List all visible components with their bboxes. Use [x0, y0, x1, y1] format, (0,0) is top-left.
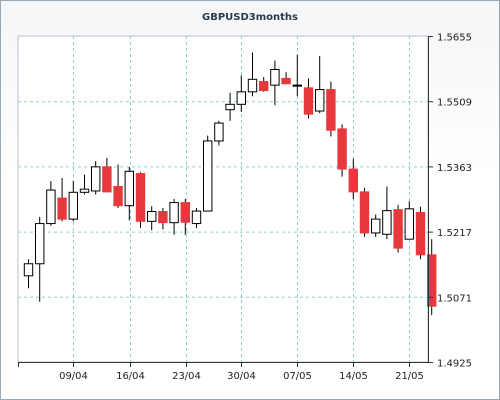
candle: [359, 187, 370, 237]
x-tick-label: 09/04: [59, 371, 88, 382]
candle: [180, 199, 191, 235]
candle-body-up: [371, 218, 381, 234]
x-tick-label: 16/04: [116, 371, 145, 382]
chart-title: GBPUSD3months: [202, 12, 298, 23]
candle-body-down: [158, 211, 168, 224]
candle: [382, 186, 392, 240]
candle: [147, 206, 157, 231]
candle-body-up: [46, 189, 56, 225]
candle-body-down: [57, 197, 67, 220]
candle-body-up: [124, 170, 134, 207]
candle-body-up: [35, 223, 45, 265]
candle: [35, 216, 45, 302]
candle: [158, 207, 168, 230]
candle: [46, 181, 56, 226]
candle: [393, 204, 403, 253]
x-tick-label: 23/04: [172, 371, 201, 382]
candles: [23, 52, 437, 316]
candle: [113, 164, 123, 208]
candle: [135, 172, 146, 229]
candle: [292, 54, 303, 97]
x-tick-label: 21/05: [395, 371, 424, 382]
candle: [169, 199, 179, 235]
candle: [303, 78, 314, 119]
candle: [415, 206, 426, 260]
candle-body-down: [113, 185, 123, 207]
y-tick-label: 1.5363: [437, 163, 472, 174]
candle-body-down: [415, 211, 426, 256]
candle: [225, 92, 235, 121]
y-tick-label: 1.5071: [437, 293, 472, 304]
candle: [23, 259, 34, 289]
candle-body-up: [191, 210, 202, 225]
candle: [348, 158, 359, 199]
candle-body-up: [225, 103, 235, 111]
candle-body-down: [326, 89, 336, 131]
candle-body-up: [68, 191, 78, 220]
candle-body-down: [281, 77, 291, 85]
candle-body-up: [23, 263, 34, 277]
candle-body-down: [427, 254, 437, 307]
y-tick-label: 1.5509: [437, 98, 472, 109]
candle: [57, 178, 67, 222]
y-axis: 1.5655 1.5509 1.5363 1.5217 1.5071 1.4925: [428, 33, 472, 370]
candle-body-up: [292, 84, 303, 87]
plot-area: [17, 35, 429, 363]
candle: [68, 181, 78, 222]
candle-body-down: [393, 209, 403, 249]
candle-body-down: [135, 173, 146, 222]
candle-body-up: [169, 202, 179, 224]
candle-body-down: [359, 191, 370, 234]
candle: [371, 214, 381, 237]
x-tick-label: 30/04: [227, 371, 256, 382]
candle: [191, 207, 202, 229]
candle: [79, 174, 90, 195]
candle-body-up: [270, 68, 280, 86]
y-tick-label: 1.4925: [437, 359, 472, 370]
candle-body-down: [337, 128, 347, 170]
candle-body-up: [214, 122, 224, 142]
candle: [247, 52, 258, 97]
candle: [236, 75, 247, 112]
candle: [337, 124, 347, 177]
x-axis: 09/04 16/04 23/04 30/04 07/05 14/05 21/05: [18, 362, 429, 382]
candle-body-up: [315, 89, 325, 112]
y-tick-label: 1.5217: [437, 228, 472, 239]
candle-body-up: [404, 208, 415, 240]
candle: [124, 166, 134, 221]
grid-lines: [17, 35, 429, 363]
candle-body-down: [180, 202, 191, 223]
x-tick-label: 07/05: [283, 371, 312, 382]
candle: [203, 135, 213, 212]
candle: [259, 77, 269, 92]
candle-body-down: [102, 166, 112, 193]
candle: [315, 56, 325, 114]
candle: [427, 239, 437, 316]
candle: [281, 72, 291, 85]
candle-body-down: [259, 81, 269, 91]
candle-body-down: [348, 168, 359, 193]
candle-body-down: [303, 87, 314, 115]
candle: [91, 161, 101, 195]
candle: [326, 81, 336, 137]
candle: [270, 60, 280, 106]
candle-body-up: [203, 140, 213, 212]
candle: [404, 201, 415, 240]
candle: [214, 120, 224, 146]
y-tick-label: 1.5655: [437, 33, 472, 44]
candle-body-up: [382, 210, 392, 235]
candle-body-up: [247, 78, 258, 93]
candle-body-up: [236, 91, 247, 105]
candle: [102, 157, 112, 193]
candle-body-up: [147, 211, 157, 222]
candle-body-up: [91, 166, 101, 192]
candle-body-up: [79, 188, 90, 193]
x-tick-label: 14/05: [339, 371, 368, 382]
